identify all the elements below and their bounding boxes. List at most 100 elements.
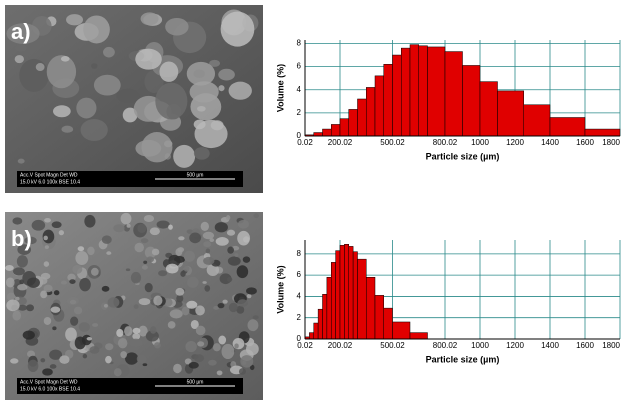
scale-bar-label: 500 µm	[187, 172, 204, 178]
sem-particle	[89, 346, 99, 354]
sem-particle	[127, 224, 131, 228]
sem-particle	[175, 248, 182, 256]
sem-particle	[121, 213, 132, 225]
sem-particle	[203, 241, 211, 247]
sem-particle	[23, 330, 35, 339]
sem-particle	[13, 267, 25, 275]
sem-particle	[52, 221, 62, 228]
sem-particle	[41, 273, 51, 280]
sem-particle	[120, 351, 127, 358]
sem-particle	[102, 286, 110, 292]
histogram-bar	[384, 64, 393, 136]
histogram-bar	[314, 133, 323, 136]
sem-particle	[141, 132, 172, 162]
sem-particle	[195, 305, 205, 315]
sem-particle	[87, 337, 92, 341]
sem-particle	[194, 119, 206, 129]
sem-particle	[27, 277, 40, 287]
sem-particle	[203, 232, 214, 240]
y-axis-title: Volume (%)	[275, 265, 285, 313]
histogram-bar	[322, 294, 326, 339]
sem-particle	[70, 316, 78, 325]
histogram-bar	[331, 124, 340, 136]
sem-info: 15.0 kV 6.0 100x BSE 10.4	[20, 386, 80, 392]
sem-particle	[194, 147, 210, 160]
sem-info: Acc.V Spot Magn Det WD	[20, 379, 78, 385]
sem-particle	[103, 47, 115, 58]
sem-particle	[246, 287, 257, 294]
x-tick-label: 500.02	[380, 341, 405, 350]
sem-particle	[126, 268, 130, 271]
sem-particle	[59, 230, 64, 235]
sem-particle	[124, 326, 132, 336]
sem-particle	[248, 319, 259, 331]
y-tick-label: 2	[297, 108, 302, 117]
sem-particle	[143, 261, 147, 264]
histogram-bar	[462, 65, 480, 136]
histogram-bar	[497, 91, 523, 136]
histogram-bar	[353, 252, 357, 339]
x-axis-title: Particle size (µm)	[426, 354, 500, 364]
y-tick-label: 6	[297, 270, 302, 279]
histogram-bar	[366, 87, 375, 136]
sem-particle	[239, 368, 246, 375]
sem-particle	[143, 363, 148, 366]
sem-particle	[135, 49, 162, 70]
sem-particle	[69, 279, 75, 284]
sem-particle	[227, 230, 235, 236]
histogram-bar	[344, 244, 348, 339]
sem-particle	[213, 343, 221, 351]
sem-particle	[53, 105, 71, 117]
sem-particle	[218, 336, 226, 345]
sem-particle	[227, 277, 232, 282]
sem-particle	[253, 315, 259, 319]
x-tick-label: 800.02	[433, 138, 458, 147]
sem-particle	[47, 55, 76, 88]
sem-particle	[45, 245, 49, 249]
sem-particle	[253, 213, 259, 218]
sem-particle	[87, 247, 94, 256]
sem-particle	[118, 338, 127, 348]
histogram-bar	[322, 129, 331, 136]
histogram-bar	[366, 277, 375, 339]
sem-particle	[6, 300, 19, 312]
sem-particle	[114, 368, 122, 376]
sem-particle	[79, 278, 91, 291]
sem-particle	[83, 15, 110, 43]
histogram-bar	[375, 76, 384, 136]
sem-particle	[76, 98, 96, 119]
sem-particle	[139, 298, 151, 305]
sem-particle	[157, 220, 170, 228]
figure: Acc.V Spot Magn Det WD15.0 kV 6.0 100x B…	[0, 0, 632, 403]
sem-particle	[17, 284, 27, 290]
sem-particle	[75, 251, 88, 265]
histogram-bar	[410, 333, 428, 339]
sem-particle	[216, 237, 229, 246]
x-tick-label: 200.02	[328, 138, 353, 147]
sem-particle	[19, 279, 23, 284]
sem-particle	[150, 326, 157, 333]
sem-particle	[6, 277, 15, 287]
sem-particle	[234, 253, 238, 257]
sem-particle	[12, 217, 22, 224]
sem-particle	[173, 364, 182, 373]
sem-particle	[154, 342, 161, 348]
sem-particle	[141, 12, 159, 25]
sem-particle	[125, 352, 138, 364]
sem-particle	[44, 218, 51, 223]
sem-particle	[79, 322, 90, 332]
sem-particle	[61, 281, 67, 285]
sem-particle	[222, 300, 227, 304]
histogram-bar	[480, 82, 498, 136]
sem-particle	[91, 268, 99, 276]
y-tick-label: 8	[297, 39, 302, 48]
sem-particle	[133, 328, 141, 334]
sem-particle	[221, 12, 255, 47]
sem-particle	[203, 257, 214, 265]
histogram-bar	[410, 45, 419, 136]
sem-particle	[246, 343, 259, 356]
sem-particle	[137, 354, 147, 363]
histogram-bar	[349, 109, 358, 136]
sem-particle	[190, 81, 219, 102]
sem-particle	[153, 296, 162, 306]
